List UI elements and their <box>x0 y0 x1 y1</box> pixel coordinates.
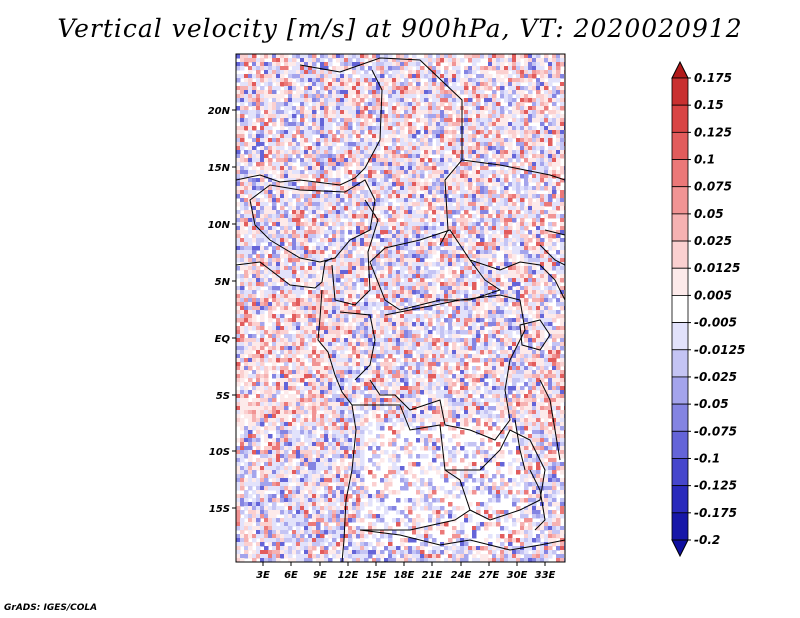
colorbar-box <box>671 267 689 296</box>
border-line <box>299 57 463 246</box>
colorbar-label: 0.175 <box>694 71 732 85</box>
lon-label: 12E <box>338 570 359 581</box>
colorbar-label: -0.05 <box>694 397 729 411</box>
lat-label: 5S <box>216 391 230 402</box>
colorbar-box <box>671 77 689 106</box>
lat-label: 20N <box>208 106 231 117</box>
colorbar-box <box>671 403 689 432</box>
border-line <box>249 179 376 263</box>
colorbar-box <box>671 159 689 188</box>
colorbar-box <box>671 430 689 459</box>
colorbar-label: 0.075 <box>694 180 732 194</box>
border-line <box>539 244 565 266</box>
border-line <box>529 469 546 531</box>
lon-label: 24E <box>451 570 472 581</box>
lon-label: 6E <box>284 570 298 581</box>
border-line <box>539 379 561 461</box>
colorbar-box <box>671 349 689 378</box>
colorbar-box <box>671 213 689 242</box>
colorbar-label: -0.005 <box>694 316 737 330</box>
latitude-axis: 20N 15N 10N 5N EQ 5S 10S 15S <box>208 106 236 515</box>
border-line <box>369 229 502 311</box>
colorbar-label: -0.0125 <box>694 343 745 357</box>
colorbar-label: 0.025 <box>694 234 732 248</box>
border-line <box>369 294 526 441</box>
lon-label: 3E <box>256 570 270 581</box>
border-line <box>359 529 565 551</box>
border-line <box>445 429 546 521</box>
lat-label: 5N <box>215 277 231 288</box>
colorbar-box <box>671 295 689 323</box>
border-line <box>519 319 551 351</box>
colorbar-label: -0.125 <box>694 479 737 493</box>
lon-label: 15E <box>366 570 387 581</box>
border-line <box>236 257 333 289</box>
colorbar-label: 0.1 <box>694 153 715 167</box>
colorbar-box <box>671 376 689 405</box>
border-line <box>236 69 383 186</box>
border-line <box>331 199 379 306</box>
longitude-axis: 3E 6E 9E 12E 15E 18E 21E 24E 27E 30E 33E <box>256 562 556 581</box>
colorbar-box <box>671 322 689 351</box>
colorbar-box <box>671 512 689 541</box>
lat-label: 15N <box>208 163 231 174</box>
colorbar-box <box>671 485 689 514</box>
border-line <box>461 159 565 181</box>
colorbar-label: -0.2 <box>694 533 720 547</box>
colorbar-label: -0.1 <box>694 451 720 465</box>
colorbar: 0.175 0.15 0.125 0.1 0.075 0.05 0.025 0.0125 0.0… <box>671 60 745 558</box>
lon-label: 18E <box>394 570 415 581</box>
colorbar-label: -0.025 <box>694 370 737 384</box>
map-frame <box>235 53 566 563</box>
country-borders <box>236 57 565 562</box>
colorbar-label: -0.175 <box>694 506 737 520</box>
colorbar-label: 0.125 <box>694 125 732 139</box>
colorbar-label: -0.075 <box>694 424 737 438</box>
lat-label: 10N <box>208 220 231 231</box>
border-line <box>352 404 471 531</box>
colorbar-box <box>671 186 689 215</box>
lat-label: 10S <box>209 447 230 458</box>
border-line <box>469 259 565 301</box>
colorbar-box <box>671 131 689 160</box>
lon-label: 30E <box>507 570 528 581</box>
lon-label: 9E <box>313 570 327 581</box>
lon-label: 21E <box>422 570 443 581</box>
grads-credit: GrADS: IGES/COLA <box>4 603 98 613</box>
colorbar-bottom-triangle <box>671 539 689 558</box>
lat-label: EQ <box>215 334 231 345</box>
colorbar-label: 0.005 <box>694 288 732 302</box>
border-line <box>317 289 357 562</box>
colorbar-label: 0.15 <box>694 98 724 112</box>
map-title: Vertical velocity [m/s] at 900hPa, VT: 2… <box>57 14 743 43</box>
border-line <box>339 311 376 381</box>
border-line <box>514 419 526 471</box>
colorbar-box <box>671 104 689 133</box>
colorbar-box <box>671 240 689 269</box>
colorbar-box <box>671 458 689 487</box>
colorbar-top-triangle <box>671 60 689 79</box>
lon-label: 33E <box>535 570 556 581</box>
border-line <box>544 229 565 236</box>
velocity-field <box>236 54 565 562</box>
lon-label: 27E <box>479 570 500 581</box>
colorbar-label: 0.05 <box>694 207 724 221</box>
lat-label: 15S <box>209 504 230 515</box>
colorbar-label: 0.0125 <box>694 261 740 275</box>
